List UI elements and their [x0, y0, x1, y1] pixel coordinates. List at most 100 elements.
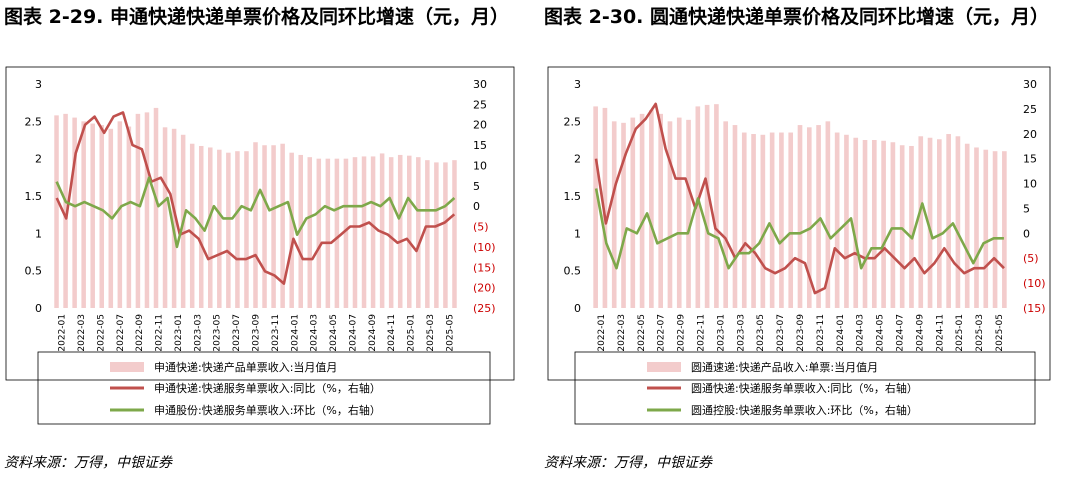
x-tick-label: 2023-07 [232, 314, 242, 352]
x-tick-label: 2023-03 [736, 314, 746, 352]
right-tick-label: (15) [1023, 302, 1046, 315]
bar [639, 113, 645, 308]
yoy-line [55, 111, 456, 285]
right-tick-label: (20) [473, 282, 496, 295]
bar [611, 121, 617, 308]
x-tick-label: 2022-11 [155, 314, 165, 352]
bar [434, 162, 439, 308]
bar [871, 140, 877, 308]
bar [343, 158, 349, 308]
bar [732, 125, 738, 308]
bar [630, 117, 636, 308]
chart-frame [547, 66, 1051, 381]
bar [964, 143, 970, 308]
bar [992, 151, 998, 308]
left-tick-label: 3 [35, 78, 42, 91]
bar [189, 143, 195, 308]
x-tick-label: 2024-03 [856, 314, 866, 352]
bar [927, 137, 933, 308]
x-tick-label: 2023-11 [271, 314, 281, 352]
bar [983, 149, 989, 308]
bar [352, 157, 358, 308]
bar [144, 112, 150, 308]
bar [862, 140, 868, 308]
x-tick-label: 2024-05 [329, 314, 339, 352]
x-tick-label: 2024-09 [915, 314, 925, 352]
bar [370, 156, 376, 308]
x-tick-label: 2022-03 [77, 314, 87, 352]
figure-2-30: 图表 2-30. 圆通快递快递单票价格及同环比增速（元，月） 0 0.5 1 1.5 2… [540, 0, 1080, 478]
x-tick-label: 2024-01 [290, 314, 300, 352]
bar [788, 132, 794, 308]
bar [63, 113, 68, 308]
x-tick-label: 2025-01 [955, 314, 965, 352]
bar [769, 132, 775, 308]
bar [676, 117, 682, 308]
bar [307, 157, 313, 308]
bar [593, 106, 598, 309]
bar [54, 115, 59, 308]
bar [909, 145, 914, 308]
bar [797, 125, 803, 308]
bar [667, 121, 673, 308]
bar [280, 143, 285, 308]
right-tick-label: 30 [473, 78, 487, 91]
bar [955, 136, 961, 308]
bar [361, 156, 367, 308]
x-tick-label: 2025-05 [995, 314, 1005, 352]
left-tick-label: 1.5 [25, 190, 43, 203]
right-tick-label: (5) [1023, 252, 1039, 265]
right-tick-label: 10 [1023, 178, 1037, 191]
right-tick-label: 15 [1023, 153, 1037, 166]
mom-line [594, 188, 1004, 270]
bar [298, 154, 303, 308]
x-tick-label: 2025-03 [426, 314, 436, 352]
x-tick-label: 2023-09 [796, 314, 806, 352]
right-tick-label: 5 [1023, 202, 1030, 215]
bar [262, 145, 267, 308]
chart-2-29: 0 0.5 1 1.5 2 2.5 3 (25) (20) (15) (10) (5) 0 5 10 15 20… [5, 66, 515, 425]
figure-source: 资料来源：万得，中银证券 [4, 455, 172, 471]
legend-box [37, 351, 491, 425]
bar [621, 122, 626, 309]
bar [881, 140, 886, 308]
left-tick-label: 2 [35, 153, 42, 166]
bar [244, 151, 249, 308]
x-tick-label: 2023-05 [756, 314, 766, 352]
bar [72, 117, 77, 308]
right-tick-label: 25 [1023, 103, 1037, 116]
legend-label: 圆通快递:快递服务单票收入:同比（%，右轴） [691, 381, 918, 395]
bar [937, 139, 942, 308]
bar [760, 134, 766, 308]
bar [425, 160, 430, 308]
left-tick-label: 1 [574, 227, 581, 240]
bar [325, 158, 331, 308]
legend-label: 申通快递:快递服务单票收入:同比（%，右轴） [154, 381, 381, 395]
bar [289, 152, 294, 308]
bar [602, 107, 608, 308]
figure-title: 图表 2-29. 申通快递快递单票价格及同环比增速（元，月） [4, 6, 509, 28]
bar [946, 134, 951, 308]
left-tick-label: 3 [574, 78, 581, 91]
bar [1002, 151, 1007, 308]
figure-source: 资料来源：万得，中银证券 [544, 455, 712, 471]
bar [316, 158, 322, 308]
x-tick-label: 2024-01 [836, 314, 846, 352]
left-tick-label: 0 [35, 302, 42, 315]
bar [825, 121, 831, 308]
bar [271, 145, 276, 308]
x-tick-label: 2024-09 [368, 314, 378, 352]
x-tick-label: 2022-05 [96, 314, 106, 352]
bar [117, 121, 123, 308]
left-tick-label: 2.5 [25, 115, 43, 128]
figure-title: 图表 2-30. 圆通快递快递单票价格及同环比增速（元，月） [544, 6, 1049, 28]
legend-label: 申通股份:快递服务单票收入:环比（%，右轴） [154, 403, 381, 417]
bar [974, 147, 979, 308]
x-tick-label: 2024-07 [348, 314, 358, 352]
right-tick-label: 25 [473, 98, 487, 111]
right-tick-label: 5 [473, 180, 480, 193]
left-tick-label: 0.5 [564, 265, 582, 278]
x-tick-label: 2023-11 [816, 314, 826, 352]
bar [853, 137, 859, 308]
bar [379, 153, 385, 308]
